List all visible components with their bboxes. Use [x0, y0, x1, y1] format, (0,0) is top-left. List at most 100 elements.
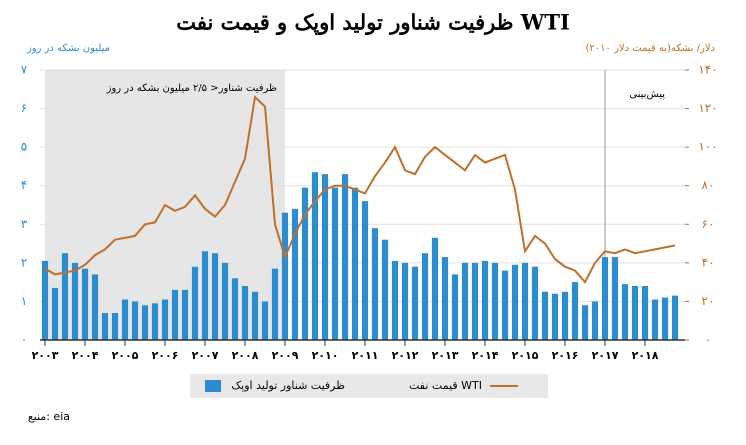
bar [561, 291, 569, 340]
bar [401, 262, 409, 340]
bar [311, 172, 319, 340]
bar [571, 282, 579, 340]
bar [551, 293, 559, 340]
bar [461, 262, 469, 340]
bar [421, 253, 429, 340]
y-tick-label: ۳ [21, 217, 28, 231]
bar [241, 286, 249, 340]
bar [341, 174, 349, 340]
bar [591, 301, 599, 340]
bar [251, 291, 259, 340]
bar [201, 251, 209, 340]
legend-label: قیمت نفت WTI [409, 379, 482, 392]
bar [111, 313, 119, 340]
bar [121, 299, 129, 340]
x-tick-label: ۲۰۱۲ [392, 349, 419, 362]
bar [431, 237, 439, 340]
bar [281, 212, 289, 340]
y2-tick-label: ۸۰ [702, 178, 715, 192]
x-tick-label: ۲۰۰۳ [32, 349, 59, 362]
x-tick-label: ۲۰۱۴ [472, 349, 499, 362]
x-tick-label: ۲۰۰۹ [272, 349, 299, 362]
bar [51, 287, 59, 340]
x-tick-label: ۲۰۱۰ [312, 349, 339, 362]
x-tick-label: ۲۰۱۶ [552, 349, 579, 362]
bar [631, 286, 639, 340]
y2-tick-label: ۱۲۰ [698, 101, 717, 115]
x-tick-label: ۲۰۱۸ [632, 349, 659, 362]
bar [171, 289, 179, 340]
line [44, 94, 676, 284]
y2-tick-label: ۴۰ [702, 255, 715, 269]
bar [291, 208, 299, 340]
y-tick-label: ۰ [21, 333, 27, 347]
x-tick-label: ۲۰۰۸ [232, 349, 259, 362]
y-tick-label: ۵ [21, 140, 27, 154]
y-tick-label: ۶ [21, 101, 27, 115]
bar [471, 262, 479, 340]
bar [491, 262, 499, 340]
bar [381, 239, 389, 340]
bar [221, 262, 229, 340]
bar [581, 305, 589, 340]
bar [531, 266, 539, 340]
bar [301, 187, 309, 340]
bar [41, 260, 49, 340]
bar [191, 266, 199, 340]
y2-tick-label: ۶۰ [702, 217, 715, 231]
bar [231, 278, 239, 340]
bar [181, 289, 189, 340]
bar [541, 291, 549, 340]
y-tick-label: ۴ [21, 178, 27, 192]
y2-tick-label: ۰ [705, 333, 711, 347]
bar [101, 313, 109, 340]
bar [651, 299, 659, 340]
bar [661, 297, 669, 340]
bar [61, 253, 69, 340]
legend-box [190, 374, 548, 398]
bar [321, 174, 329, 340]
x-tick-label: ۲۰۱۷ [592, 349, 619, 362]
x-tick-label: ۲۰۱۵ [512, 349, 539, 362]
forecast-label: پیش‌بینی [629, 89, 665, 100]
bar [131, 301, 139, 340]
bar [671, 295, 679, 340]
y-tick-label: ۱ [21, 294, 27, 308]
bar [391, 260, 399, 340]
x-tick-label: ۲۰۱۳ [432, 349, 459, 362]
bar [521, 262, 529, 340]
x-tick-label: ۲۰۱۱ [352, 349, 379, 362]
bar [621, 284, 629, 340]
y-tick-label: ۷ [21, 63, 28, 77]
bar [141, 305, 149, 340]
chart-title: ظرفیت شناور تولید اوپک و قیمت نفت WTI [176, 10, 570, 36]
bar [451, 274, 459, 340]
bar [641, 286, 649, 340]
bar [351, 187, 359, 340]
x-tick-label: ۲۰۰۶ [152, 349, 179, 362]
bar [441, 257, 449, 340]
bar [151, 303, 159, 340]
legend-swatch [205, 380, 221, 392]
bar [611, 257, 619, 340]
shade-label: ظرفیت شناور< ۲/۵ میلیون بشکه در روز [106, 83, 277, 94]
legend-label: ظرفیت شناور تولید اوپک [231, 379, 345, 392]
y2-tick-label: ۱۴۰ [698, 63, 717, 77]
bar [371, 228, 379, 340]
bar [91, 274, 99, 340]
y2-axis-label: دلار/ بشکه(به قیمت دلار ۲۰۱۰) [586, 43, 715, 54]
bar [271, 268, 279, 340]
bar [481, 260, 489, 340]
bar [161, 299, 169, 340]
bar [211, 253, 219, 340]
bar [411, 266, 419, 340]
y-axis-label: میلیون بشکه در روز [26, 43, 110, 54]
bar [261, 301, 269, 340]
bar [361, 201, 369, 340]
bar [331, 187, 339, 340]
bar [601, 257, 609, 340]
x-tick-label: ۲۰۰۴ [72, 349, 99, 362]
y2-tick-label: ۲۰ [702, 294, 715, 308]
bar [501, 270, 509, 340]
